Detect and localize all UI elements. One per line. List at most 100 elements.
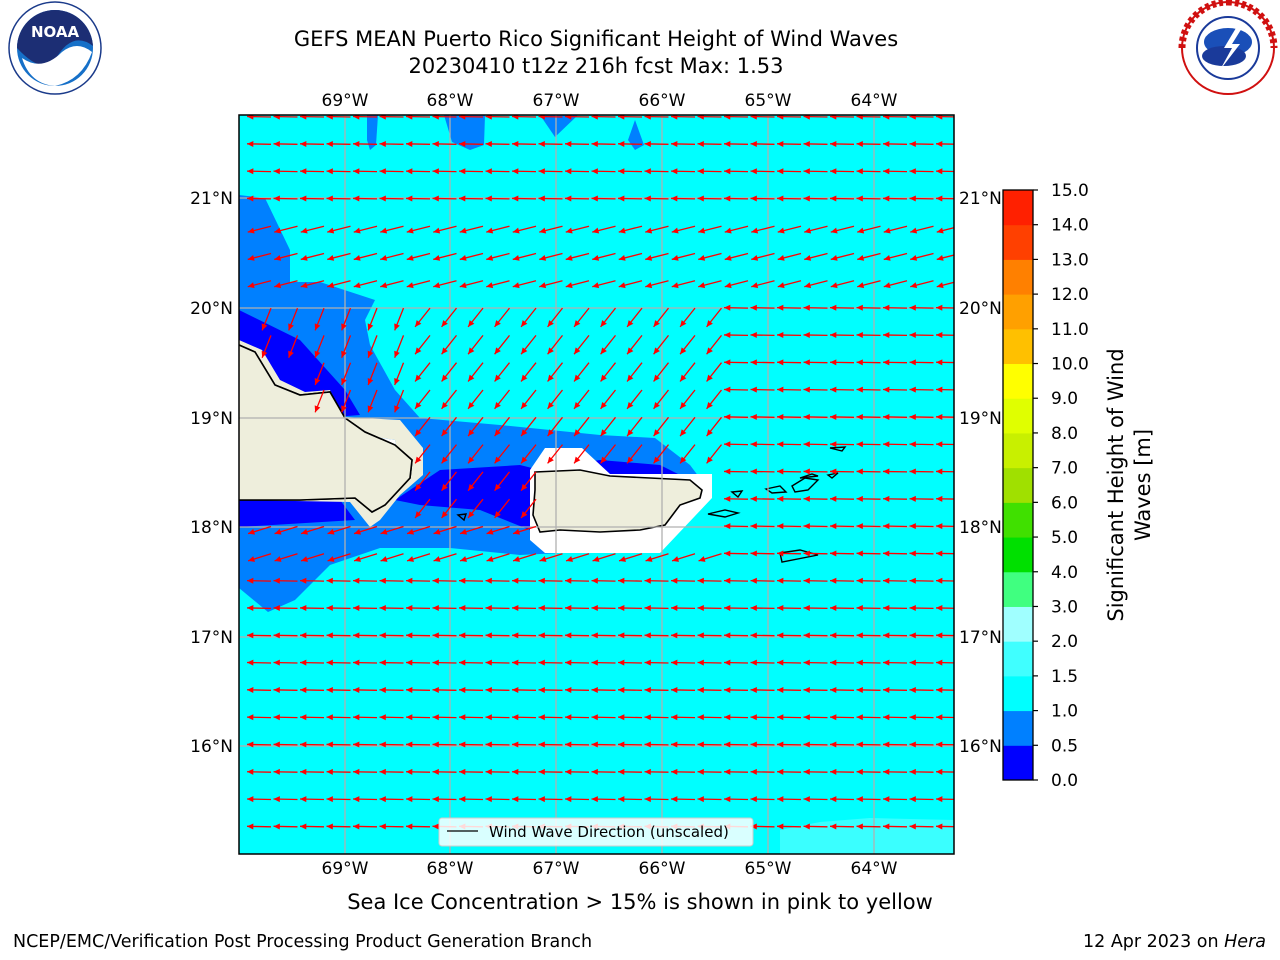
wave-direction-arrow xyxy=(776,195,802,202)
wave-direction-arrow xyxy=(467,444,484,464)
wave-direction-arrow xyxy=(406,553,431,562)
wave-direction-arrow xyxy=(935,714,954,721)
wave-direction-arrow xyxy=(935,686,954,693)
wave-direction-arrow xyxy=(829,332,855,339)
wave-direction-arrow xyxy=(723,468,749,475)
wave-direction-arrow xyxy=(750,332,775,339)
footer-date-text: 12 Apr 2023 on xyxy=(1083,932,1225,952)
colorbar-swatch xyxy=(1003,606,1033,642)
colorbar: 0.0 0.5 1.0 1.5 2.0 3.0 4.0 5.0 6.0 7.0 8.0 9.0 10.0… xyxy=(1002,181,1089,791)
wave-direction-arrow xyxy=(935,605,954,612)
wave-direction-arrow xyxy=(458,659,484,666)
wave-direction-arrow xyxy=(644,741,669,748)
wave-direction-arrow xyxy=(698,553,722,562)
wave-direction-arrow xyxy=(776,413,802,420)
wave-direction-arrow xyxy=(935,468,954,475)
colorbar-tick-label: 10.0 xyxy=(1051,355,1089,375)
wave-direction-arrow xyxy=(573,362,590,382)
wave-direction-arrow xyxy=(299,632,325,639)
wave-direction-arrow xyxy=(617,768,643,775)
wave-direction-arrow xyxy=(751,280,775,289)
wave-direction-arrow xyxy=(511,168,537,175)
wave-direction-arrow xyxy=(520,498,537,519)
lon-label: 69°W xyxy=(322,859,369,879)
wave-direction-arrow xyxy=(433,553,457,562)
wave-direction-arrow xyxy=(458,168,484,175)
wave-direction-arrow xyxy=(380,225,404,234)
wave-direction-arrow xyxy=(247,280,272,289)
wave-direction-arrow xyxy=(856,714,881,721)
wave-direction-arrow xyxy=(299,168,325,175)
wave-direction-arrow xyxy=(670,168,696,175)
wave-direction-arrow xyxy=(670,714,696,721)
wave-direction-arrow xyxy=(326,768,351,775)
wave-direction-arrow xyxy=(909,168,934,175)
colorbar-tick-label: 13.0 xyxy=(1051,250,1089,270)
wave-direction-arrow xyxy=(935,823,954,830)
wave-direction-arrow xyxy=(856,359,881,366)
colorbar-swatch xyxy=(1003,432,1033,469)
wave-direction-arrow xyxy=(591,632,616,639)
wave-direction-arrow xyxy=(379,605,404,612)
wave-direction-arrow xyxy=(352,140,378,147)
wave-direction-arrow xyxy=(314,389,325,413)
wave-direction-arrow xyxy=(494,389,511,410)
wave-direction-arrow xyxy=(300,252,325,261)
wave-direction-arrow xyxy=(591,768,616,775)
wave-direction-arrow xyxy=(723,386,749,393)
wave-direction-arrow xyxy=(697,632,722,639)
lat-labels-right: 21°N 20°N 19°N 18°N 17°N 16°N xyxy=(959,189,1002,757)
wave-direction-arrow xyxy=(352,632,378,639)
wave-direction-arrow xyxy=(935,632,954,639)
colorbar-swatch xyxy=(1003,537,1033,573)
wave-direction-arrow xyxy=(441,307,458,328)
wave-direction-arrow xyxy=(723,195,749,202)
wave-direction-arrow xyxy=(406,280,431,289)
wave-direction-arrow xyxy=(591,686,616,693)
wave-direction-arrow xyxy=(856,741,881,748)
wave-direction-arrow xyxy=(405,632,431,639)
wave-direction-arrow xyxy=(723,577,749,584)
wave-direction-arrow xyxy=(414,362,431,382)
wave-direction-arrow xyxy=(935,550,954,557)
wave-direction-arrow xyxy=(750,714,775,721)
wave-direction-arrow xyxy=(274,252,298,261)
wave-direction-arrow xyxy=(273,796,298,803)
wave-direction-arrow xyxy=(353,252,378,261)
wave-direction-arrow xyxy=(829,413,855,420)
wave-direction-arrow xyxy=(653,389,670,410)
wave-direction-arrow xyxy=(379,823,404,830)
lat-label: 20°N xyxy=(959,299,1002,319)
wave-direction-arrow xyxy=(723,714,749,721)
wave-direction-arrow xyxy=(776,632,802,639)
lon-label: 68°W xyxy=(427,91,474,111)
wave-direction-arrow xyxy=(538,796,563,803)
map-area: Wind Wave Direction (unscaled) xyxy=(239,115,954,854)
wave-direction-arrow xyxy=(573,389,590,410)
wave-direction-arrow xyxy=(246,741,272,748)
wave-direction-arrow xyxy=(458,632,484,639)
colorbar-swatch xyxy=(1003,745,1033,781)
wave-direction-arrow xyxy=(432,605,457,612)
wave-direction-arrow xyxy=(803,386,828,393)
wave-direction-arrow xyxy=(803,523,828,530)
wave-direction-arrow xyxy=(644,168,669,175)
wave-direction-arrow xyxy=(353,553,378,562)
wave-direction-arrow xyxy=(776,495,802,502)
wave-direction-arrow xyxy=(246,796,272,803)
wave-direction-arrow xyxy=(485,168,510,175)
wave-direction-arrow xyxy=(829,115,855,120)
wave-direction-arrow xyxy=(414,416,431,437)
wave-direction-arrow xyxy=(697,686,722,693)
wave-direction-arrow xyxy=(432,115,457,120)
colorbar-tick-label: 0.5 xyxy=(1051,736,1078,756)
wave-direction-arrow xyxy=(246,714,272,721)
wave-direction-arrow xyxy=(367,362,378,386)
wave-direction-arrow xyxy=(432,168,457,175)
wave-direction-arrow xyxy=(856,495,881,502)
lat-label: 19°N xyxy=(190,409,233,429)
colorbar-tick-label: 3.0 xyxy=(1051,597,1078,617)
wave-direction-arrow xyxy=(352,195,378,202)
wave-direction-arrow xyxy=(299,714,325,721)
wave-direction-arrow xyxy=(246,115,272,120)
